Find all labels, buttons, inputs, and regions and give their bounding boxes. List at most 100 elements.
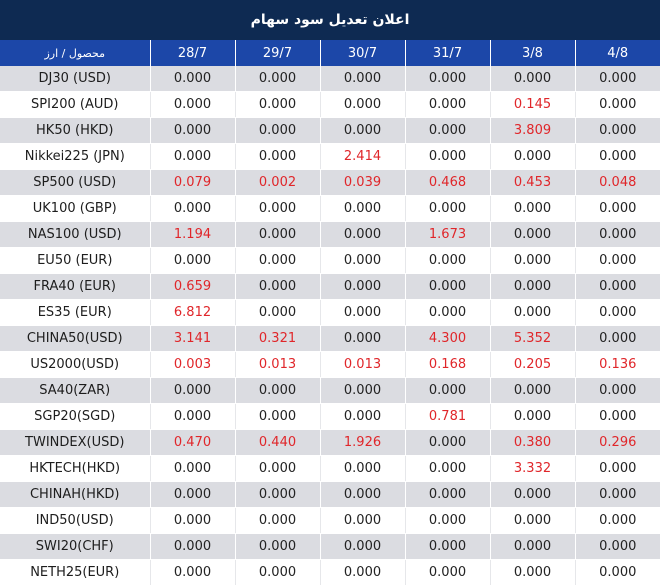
column-header-date: 31/7 [404, 40, 490, 66]
value-cell: 1.194 [149, 221, 235, 248]
symbol-cell: TWINDEX(USD) [0, 429, 150, 456]
table-row: ES35 (EUR) 6.812 0.000 0.000 0.000 0.000 0.000 [0, 299, 660, 326]
value-cell: 0.205 [489, 351, 575, 378]
value-cell: 0.000 [149, 117, 235, 144]
value-cell: 0.000 [404, 117, 490, 144]
value-cell: 0.000 [574, 299, 660, 326]
column-header-symbol: محصول / ارز [0, 40, 150, 66]
value-cell: 0.000 [319, 117, 405, 144]
value-cell: 0.013 [234, 351, 320, 378]
symbol-cell: IND50(USD) [0, 507, 150, 534]
value-cell: 0.000 [149, 143, 235, 170]
table-row: CHINA50(USD) 3.141 0.321 0.000 4.300 5.352 0.0… [0, 325, 660, 352]
value-cell: 0.000 [489, 481, 575, 508]
value-cell: 0.296 [574, 429, 660, 456]
value-cell: 0.000 [234, 66, 320, 92]
value-cell: 0.000 [319, 507, 405, 534]
symbol-cell: SP500 (USD) [0, 169, 150, 196]
table-row: UK100 (GBP) 0.000 0.000 0.000 0.000 0.000 0.00… [0, 195, 660, 222]
value-cell: 0.000 [404, 195, 490, 222]
value-cell: 0.000 [234, 117, 320, 144]
value-cell: 0.000 [319, 221, 405, 248]
value-cell: 0.003 [149, 351, 235, 378]
value-cell: 0.168 [404, 351, 490, 378]
value-cell: 0.000 [319, 273, 405, 300]
value-cell: 0.000 [489, 377, 575, 404]
value-cell: 0.000 [319, 377, 405, 404]
symbol-cell: CHINA50(USD) [0, 325, 150, 352]
value-cell: 0.000 [489, 247, 575, 274]
symbol-cell: NAS100 (USD) [0, 221, 150, 248]
value-cell: 4.300 [404, 325, 490, 352]
value-cell: 0.000 [149, 66, 235, 92]
value-cell: 0.000 [319, 91, 405, 118]
value-cell: 0.000 [149, 377, 235, 404]
value-cell: 0.000 [234, 455, 320, 482]
value-cell: 0.000 [319, 533, 405, 560]
value-cell: 0.000 [319, 299, 405, 326]
symbol-cell: CHINAH(HKD) [0, 481, 150, 508]
value-cell: 3.141 [149, 325, 235, 352]
value-cell: 0.000 [489, 221, 575, 248]
value-cell: 0.000 [149, 195, 235, 222]
value-cell: 0.000 [489, 143, 575, 170]
column-header-date: 28/7 [149, 40, 235, 66]
value-cell: 0.000 [319, 481, 405, 508]
symbol-cell: UK100 (GBP) [0, 195, 150, 222]
value-cell: 0.453 [489, 169, 575, 196]
value-cell: 0.000 [319, 403, 405, 430]
symbol-cell: EU50 (EUR) [0, 247, 150, 274]
value-cell: 0.000 [234, 299, 320, 326]
value-cell: 0.013 [319, 351, 405, 378]
value-cell: 0.000 [489, 533, 575, 560]
value-cell: 0.000 [319, 325, 405, 352]
value-cell: 0.000 [489, 299, 575, 326]
value-cell: 0.659 [149, 273, 235, 300]
column-header-date: 3/8 [489, 40, 575, 66]
value-cell: 0.000 [404, 377, 490, 404]
value-cell: 0.781 [404, 403, 490, 430]
value-cell: 0.000 [574, 403, 660, 430]
value-cell: 0.470 [149, 429, 235, 456]
page-title: اعلان تعدیل سود سهام [0, 0, 660, 40]
table-row: US2000(USD) 0.003 0.013 0.013 0.168 0.205 0.13… [0, 351, 660, 378]
table-row: NAS100 (USD) 1.194 0.000 0.000 1.673 0.000 0.0… [0, 221, 660, 248]
column-header-date: 29/7 [234, 40, 320, 66]
value-cell: 0.000 [149, 507, 235, 534]
value-cell: 0.000 [404, 66, 490, 92]
value-cell: 0.000 [404, 143, 490, 170]
value-cell: 0.000 [404, 247, 490, 274]
value-cell: 0.000 [234, 273, 320, 300]
value-cell: 0.136 [574, 351, 660, 378]
value-cell: 0.000 [489, 273, 575, 300]
value-cell: 0.002 [234, 169, 320, 196]
symbol-cell: DJ30 (USD) [0, 66, 150, 92]
value-cell: 0.000 [489, 507, 575, 534]
value-cell: 0.000 [234, 221, 320, 248]
value-cell: 0.000 [234, 247, 320, 274]
table-body: DJ30 (USD) 0.000 0.000 0.000 0.000 0.000 0.000… [0, 66, 660, 586]
value-cell: 0.000 [234, 533, 320, 560]
value-cell: 0.000 [319, 66, 405, 92]
value-cell: 5.352 [489, 325, 575, 352]
value-cell: 0.000 [574, 221, 660, 248]
value-cell: 0.039 [319, 169, 405, 196]
symbol-cell: US2000(USD) [0, 351, 150, 378]
value-cell: 0.000 [574, 455, 660, 482]
value-cell: 0.000 [489, 403, 575, 430]
value-cell: 0.000 [234, 507, 320, 534]
value-cell: 0.000 [574, 273, 660, 300]
table-row: SA40(ZAR) 0.000 0.000 0.000 0.000 0.000 0.000 [0, 377, 660, 404]
value-cell: 0.000 [149, 481, 235, 508]
table-row: TWINDEX(USD) 0.470 0.440 1.926 0.000 0.380 0.2… [0, 429, 660, 456]
value-cell: 0.000 [404, 91, 490, 118]
value-cell: 0.000 [149, 533, 235, 560]
value-cell: 0.000 [234, 481, 320, 508]
table-row: SP500 (USD) 0.079 0.002 0.039 0.468 0.453 0.04… [0, 169, 660, 196]
value-cell: 0.000 [404, 559, 490, 586]
value-cell: 0.000 [574, 143, 660, 170]
table-row: SGP20(SGD) 0.000 0.000 0.000 0.781 0.000 0.000 [0, 403, 660, 430]
value-cell: 3.809 [489, 117, 575, 144]
value-cell: 0.000 [149, 91, 235, 118]
table-row: HKTECH(HKD) 0.000 0.000 0.000 0.000 3.332 0.00… [0, 455, 660, 482]
